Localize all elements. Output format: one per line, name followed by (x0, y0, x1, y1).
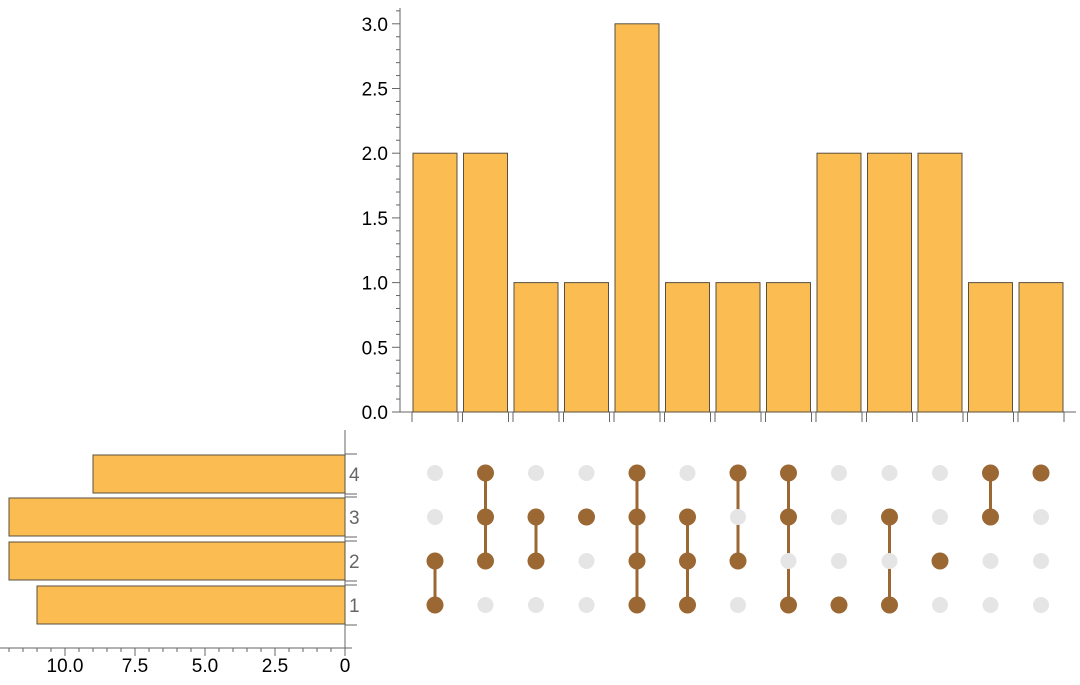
membership-dot-inactive (1033, 597, 1049, 613)
intersection-bar (1018, 282, 1064, 413)
membership-dot-inactive (427, 509, 443, 525)
membership-dot-active (527, 552, 545, 570)
membership-dot-inactive (679, 465, 696, 481)
membership-dot-inactive (780, 553, 797, 569)
membership-dot-active (628, 596, 646, 614)
y-tick-label: 2.0 (362, 144, 388, 165)
membership-dot-active (780, 596, 797, 614)
membership-dot-inactive (831, 509, 847, 525)
membership-dot-active (477, 552, 494, 570)
membership-dot-inactive (881, 465, 898, 481)
membership-dot-inactive (730, 597, 746, 613)
membership-dot-active (426, 596, 444, 614)
membership-dot-active (679, 552, 696, 570)
set-size-bar (8, 497, 346, 537)
membership-dot-inactive (427, 465, 443, 481)
membership-dot-active (881, 596, 898, 614)
membership-dot-inactive (982, 597, 999, 613)
membership-dot-inactive (1033, 509, 1049, 525)
y-tick-label: 1.5 (362, 209, 388, 230)
set-x-tick-label: 7.5 (122, 656, 148, 677)
membership-dot-active (679, 596, 696, 614)
membership-dot-inactive (932, 509, 948, 525)
set-x-tick-label: 10.0 (47, 656, 84, 677)
intersection-bar (715, 282, 761, 413)
membership-dot-inactive (528, 597, 544, 613)
set-label: 3 (349, 508, 360, 529)
membership-dot-active (628, 552, 646, 570)
membership-dot-active (830, 596, 848, 614)
membership-dot-active (729, 464, 747, 482)
membership-dot-inactive (831, 553, 847, 569)
membership-dot-inactive (932, 597, 948, 613)
y-tick-label: 1.0 (362, 274, 388, 295)
membership-dot-inactive (932, 465, 948, 481)
set-label: 4 (349, 465, 360, 486)
membership-dot-active (780, 464, 797, 482)
intersection-bar (513, 282, 559, 413)
intersection-bar (968, 282, 1013, 413)
membership-dot-active (780, 508, 797, 526)
intersection-bar (665, 282, 710, 413)
membership-dot-active (881, 508, 898, 526)
membership-dot-inactive (831, 465, 847, 481)
y-tick-label: 0.5 (362, 338, 388, 359)
intersection-bar (917, 152, 963, 413)
y-tick-label: 0.0 (362, 403, 388, 424)
set-x-tick-label: 5.0 (192, 656, 218, 677)
intersection-bar (463, 152, 508, 413)
membership-dot-active (628, 464, 646, 482)
intersection-bar (816, 152, 862, 413)
membership-dot-inactive (578, 553, 595, 569)
intersection-bar (412, 152, 458, 413)
membership-dot-inactive (982, 553, 999, 569)
set-size-bar (8, 541, 346, 581)
membership-dot-inactive (477, 597, 494, 613)
membership-dot-active (982, 508, 999, 526)
membership-dot-active (527, 508, 545, 526)
membership-dot-inactive (578, 465, 595, 481)
set-label: 1 (349, 596, 360, 617)
membership-dot-inactive (578, 597, 595, 613)
membership-dot-active (679, 508, 696, 526)
membership-dot-active (477, 508, 494, 526)
membership-dot-inactive (528, 465, 544, 481)
y-tick-label: 2.5 (362, 80, 388, 101)
y-tick-label: 3.0 (362, 15, 388, 36)
set-label: 2 (349, 552, 360, 573)
set-x-tick-label: 2.5 (262, 656, 288, 677)
intersection-bar (564, 282, 609, 413)
set-x-tick-label: 0 (340, 656, 351, 677)
intersection-bar (867, 152, 912, 413)
membership-dot-active (426, 552, 444, 570)
membership-dot-active (1032, 464, 1050, 482)
membership-dot-active (729, 552, 747, 570)
membership-dot-active (931, 552, 949, 570)
membership-dot-active (578, 508, 595, 526)
intersection-bar (614, 23, 660, 413)
membership-dot-active (628, 508, 646, 526)
intersection-bar (766, 282, 811, 413)
set-size-bar (92, 454, 346, 494)
membership-dot-active (477, 464, 494, 482)
membership-dot-active (982, 464, 999, 482)
membership-dot-inactive (1033, 553, 1049, 569)
membership-dot-inactive (881, 553, 898, 569)
set-size-bar (36, 585, 346, 625)
membership-dot-inactive (730, 509, 746, 525)
